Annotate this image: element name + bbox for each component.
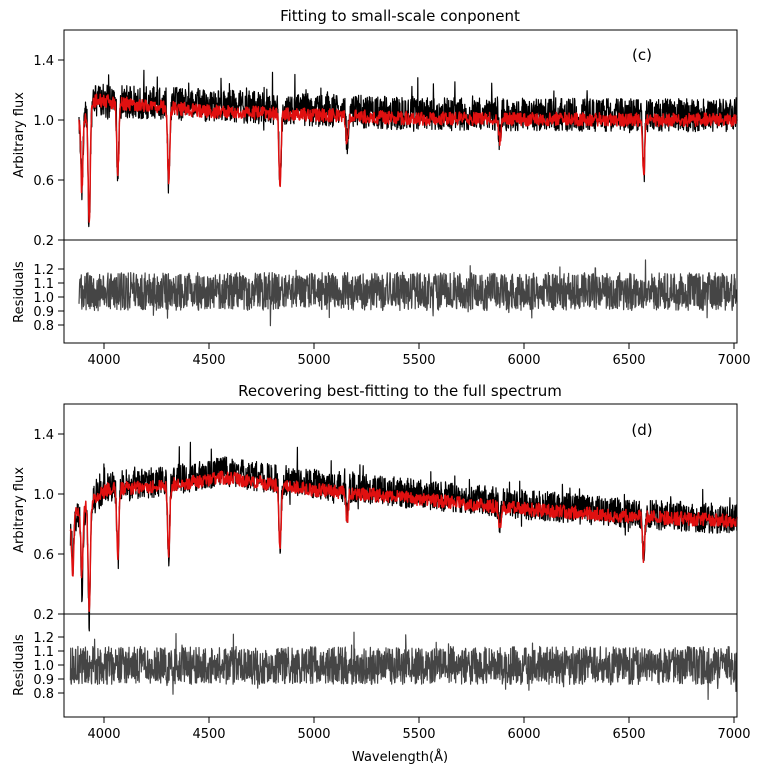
figure-c-residual-series-line xyxy=(78,259,738,327)
figure-c-flux-series-line xyxy=(78,69,738,228)
figure-c-xtick-7000: 7000 xyxy=(717,353,750,368)
figure-c-residual-ytick-1.2: 1.2 xyxy=(33,263,54,278)
figure-d-xtick-6000: 6000 xyxy=(507,727,540,742)
figure-c-flux-ytick-1.0: 1.0 xyxy=(33,114,54,129)
figure-d-residual-ytick-1.1: 1.1 xyxy=(33,645,54,660)
figure-d-title: Recovering best-fitting to the full spec… xyxy=(238,382,562,400)
figure-c-flux-ytick-0.6: 0.6 xyxy=(33,174,54,189)
figure-d-flux-ytick-0.6: 0.6 xyxy=(33,548,54,563)
figure-d-residual-series-line xyxy=(69,631,738,700)
figure-c-residual-ylabel: Residuals xyxy=(12,261,27,323)
figure-c-residual-panel: 0.8 0.9 1.0 1.1 1.2 Residuals xyxy=(12,239,738,344)
figure-c-xtick-4000: 4000 xyxy=(87,353,120,368)
figure-d-residual-ytick-0.9: 0.9 xyxy=(33,673,54,688)
figure-d-residual-series xyxy=(69,631,738,700)
figure-c-xtick-4500: 4500 xyxy=(192,353,225,368)
figure-c-annotation: (c) xyxy=(632,46,652,64)
figure-c-xtick-5500: 5500 xyxy=(402,353,435,368)
figure-d-flux-ytick-1.0: 1.0 xyxy=(33,488,54,503)
figure-c-flux-series-line xyxy=(78,93,738,223)
figure-c-xtick-6000: 6000 xyxy=(507,353,540,368)
figure-c-residual-series xyxy=(78,259,738,327)
figure-c-flux-panel: (c) 0.2 0.6 1.0 1.4 Arbitrary flux xyxy=(12,29,738,249)
figure-c-residual-ytick-1.0: 1.0 xyxy=(33,291,54,306)
figure-d-xtick-6500: 6500 xyxy=(612,727,645,742)
figure-d-residual-ytick-0.8: 0.8 xyxy=(33,687,54,702)
figure-d-flux-panel: (d) 0.2 0.6 1.0 1.4 Arbitrary flux xyxy=(12,403,738,632)
figure-d-flux-series xyxy=(69,441,738,632)
figure-c-xtick-6500: 6500 xyxy=(612,353,645,368)
figure-c-flux-yticks: 0.2 0.6 1.0 1.4 xyxy=(33,54,64,249)
figure-d-xlabel: Wavelength(Å) xyxy=(352,749,448,765)
figure-d-flux-series-line xyxy=(69,470,738,613)
figure-d-residual-ytick-1.2: 1.2 xyxy=(33,631,54,646)
figure-d-residual-panel: 0.8 0.9 1.0 1.1 1.2 Residuals xyxy=(12,613,738,718)
figure-c-flux-ytick-1.4: 1.4 xyxy=(33,54,54,69)
figure-c-flux-series xyxy=(78,69,738,228)
figure-d-xtick-4500: 4500 xyxy=(192,727,225,742)
figure-d-flux-yticks: 0.2 0.6 1.0 1.4 xyxy=(33,428,64,623)
figure-d-flux-ylabel: Arbitrary flux xyxy=(12,467,27,553)
figure-d-residual-ytick-1.0: 1.0 xyxy=(33,659,54,674)
figure-d-xtick-5500: 5500 xyxy=(402,727,435,742)
figure-c-residual-frame xyxy=(63,239,738,344)
figure-d-residual-ylabel: Residuals xyxy=(12,634,27,696)
figure-c-residual-ytick-0.9: 0.9 xyxy=(33,305,54,320)
figure-d-flux-ytick-1.4: 1.4 xyxy=(33,428,54,443)
figure-c-xticks: 4000 4500 5000 5500 6000 6500 7000 xyxy=(87,343,751,368)
figure-c-residual-ytick-1.1: 1.1 xyxy=(33,277,54,292)
figure-c-xtick-5000: 5000 xyxy=(297,353,330,368)
figure-c-residual-ytick-0.8: 0.8 xyxy=(33,319,54,334)
figure-c-flux-ytick-0.2: 0.2 xyxy=(33,234,54,249)
figure-c-flux-ylabel: Arbitrary flux xyxy=(12,92,27,178)
figure-d-residual-yticks: 0.8 0.9 1.0 1.1 1.2 xyxy=(33,631,64,702)
figure-d-annotation: (d) xyxy=(631,421,652,439)
figure-d-xtick-4000: 4000 xyxy=(87,727,120,742)
figure-d-xtick-7000: 7000 xyxy=(717,727,750,742)
figure-c-title: Fitting to small-scale conponent xyxy=(280,7,520,25)
figure-d-xticks: 4000 4500 5000 5500 6000 6500 7000 xyxy=(87,717,751,742)
figure-c-residual-yticks: 0.8 0.9 1.0 1.1 1.2 xyxy=(33,263,64,334)
figure-d-xtick-5000: 5000 xyxy=(297,727,330,742)
figure-d-flux-series-line xyxy=(69,441,738,632)
figure-d-flux-ytick-0.2: 0.2 xyxy=(33,608,54,623)
